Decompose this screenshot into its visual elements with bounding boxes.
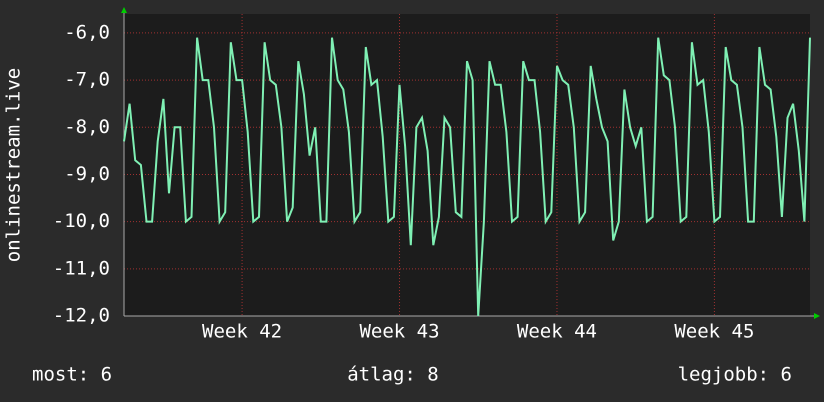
y-tick-label: -8,0 xyxy=(64,116,110,138)
x-tick-label: Week 45 xyxy=(674,321,754,343)
y-tick-label: -9,0 xyxy=(64,163,110,185)
summary-label: átlag: 8 xyxy=(347,364,439,386)
summary-label: most: 6 xyxy=(32,364,112,386)
axis-arrow xyxy=(814,313,820,319)
y-tick-label: -11,0 xyxy=(53,257,110,279)
y-tick-label: -12,0 xyxy=(53,305,110,327)
y-tick-label: -6,0 xyxy=(64,21,110,43)
x-tick-label: Week 44 xyxy=(517,321,597,343)
y-tick-label: -10,0 xyxy=(53,210,110,232)
x-tick-label: Week 42 xyxy=(202,321,282,343)
x-tick-label: Week 43 xyxy=(359,321,439,343)
data-line xyxy=(123,37,811,317)
y-axis-title: onlinestream.live xyxy=(3,68,25,262)
y-tick-label: -7,0 xyxy=(64,69,110,91)
axis-arrow xyxy=(121,7,127,13)
summary-label: legjobb: 6 xyxy=(678,364,792,386)
